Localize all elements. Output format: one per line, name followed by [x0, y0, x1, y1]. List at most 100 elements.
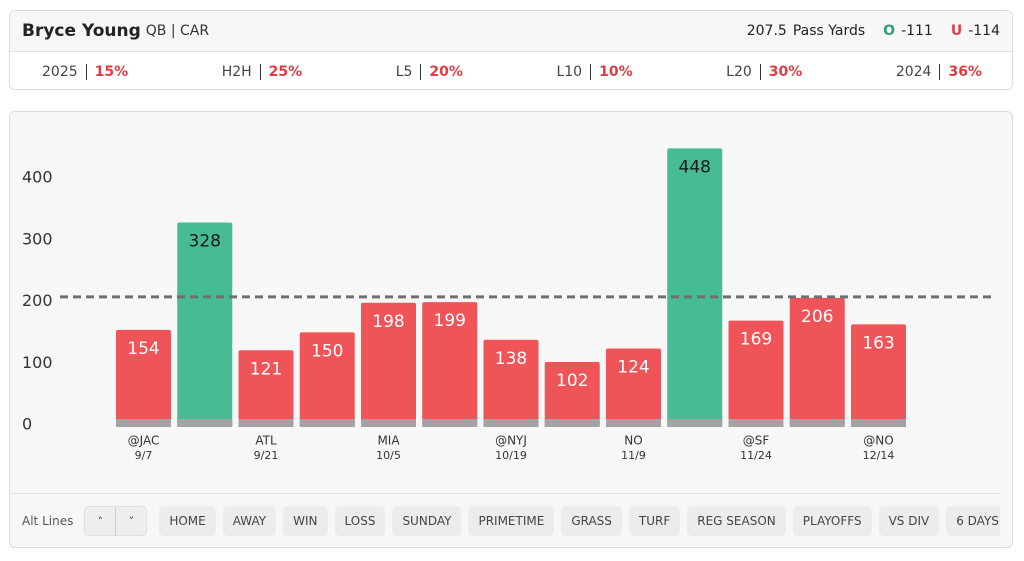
player-position: QB | CAR — [145, 23, 210, 39]
bar — [789, 297, 845, 427]
hit-rate-value: 36% — [948, 63, 982, 80]
x-tick-label: NO — [624, 434, 642, 448]
bar-base — [238, 419, 294, 427]
bar-value-label: 206 — [801, 307, 833, 327]
bar-base — [299, 419, 355, 427]
filter-chip[interactable]: WIN — [283, 506, 328, 536]
bar-base — [728, 419, 784, 427]
bar-value-label: 154 — [127, 339, 159, 359]
filter-chip[interactable]: HOME — [159, 506, 216, 536]
hit-rate-label: L10 — [556, 63, 592, 80]
hit-rate-label: 2025 — [42, 63, 87, 80]
prop-header: Bryce Young QB | CAR 207.5 Pass Yards O … — [9, 10, 1013, 90]
header-row: Bryce Young QB | CAR 207.5 Pass Yards O … — [10, 11, 1012, 52]
under-label: U — [950, 23, 963, 39]
bar — [606, 348, 661, 427]
bar-base — [361, 419, 416, 427]
bar-value-label: 169 — [740, 330, 772, 350]
bar-value-label: 448 — [679, 157, 711, 177]
hit-rate-label: L20 — [726, 63, 761, 80]
bar — [361, 302, 416, 427]
y-tick-label: 100 — [22, 353, 53, 372]
filter-chip[interactable]: PLAYOFFS — [792, 506, 872, 536]
bar — [177, 222, 233, 427]
filter-chip[interactable]: LOSS — [334, 506, 386, 536]
bar-value-label: 163 — [862, 333, 894, 353]
bar — [299, 332, 355, 427]
x-tick-date: 11/24 — [740, 449, 772, 462]
hit-rate-value: 10% — [599, 63, 633, 80]
bar-value-label: 150 — [311, 341, 343, 361]
x-tick-label: ATL — [255, 434, 277, 448]
filter-bar: Alt Lines ˄ ˅ HOME AWAY WIN LOSS SUNDAY PRIMET… — [10, 493, 1000, 548]
hit-rate: 2025 15% — [42, 63, 129, 80]
hit-rate-value: 25% — [268, 63, 303, 80]
bar-value-label: 199 — [434, 311, 466, 331]
bar-base — [667, 419, 723, 427]
y-tick-label: 300 — [22, 229, 53, 248]
hit-rate: L20 30% — [726, 63, 802, 80]
line-down[interactable]: ˅ — [115, 507, 146, 535]
alt-lines-label: Alt Lines — [22, 514, 74, 528]
line-info: 207.5 Pass Yards O -111 U -114 — [747, 23, 1000, 39]
bar-value-label: 102 — [556, 371, 588, 391]
hit-rate-value: 15% — [94, 63, 129, 80]
bar — [728, 320, 784, 427]
x-tick-date: 12/14 — [863, 449, 895, 462]
bar-base — [483, 419, 539, 427]
y-tick-label: 400 — [22, 168, 53, 187]
bar-base — [544, 419, 600, 427]
filter-chip[interactable]: TURF — [628, 506, 681, 536]
bar — [851, 324, 906, 427]
player-name: Bryce Young — [22, 21, 141, 41]
hit-rate-value: 20% — [429, 63, 463, 80]
bar — [544, 362, 600, 427]
bar — [238, 350, 294, 427]
hit-rate: L5 20% — [395, 63, 463, 80]
x-tick-date: 9/21 — [254, 449, 279, 462]
bar — [667, 148, 723, 427]
x-tick-date: 10/19 — [495, 449, 527, 462]
bar-value-label: 121 — [250, 359, 282, 379]
over-label: O — [883, 23, 896, 39]
hit-rate-label: H2H — [221, 63, 261, 80]
bar — [422, 302, 478, 427]
bar-value-label: 138 — [495, 349, 527, 369]
bar-base — [116, 419, 171, 427]
bar — [483, 339, 539, 427]
hit-rate-label: L5 — [395, 63, 422, 80]
hit-rate: L10 10% — [556, 63, 633, 80]
x-tick-label: MIA — [377, 434, 400, 448]
bar-base — [606, 419, 661, 427]
bar-base — [789, 419, 845, 427]
filter-chip[interactable]: AWAY — [222, 506, 277, 536]
bar-value-label: 198 — [372, 312, 404, 332]
filter-chip[interactable]: VS DIV — [878, 506, 940, 536]
over-odds[interactable]: -111 — [901, 23, 933, 39]
bar-base — [422, 419, 478, 427]
filter-chip[interactable]: 6 DAYS REST — [946, 506, 1000, 536]
chart-card — [9, 111, 1013, 548]
filter-chip[interactable]: SUNDAY — [392, 506, 462, 536]
line-value: 207.5 — [746, 23, 787, 39]
bar — [116, 329, 171, 427]
bar-base — [177, 419, 233, 427]
hit-rate: H2H 25% — [221, 63, 303, 80]
alt-line-stepper: ˄ ˅ — [84, 506, 148, 536]
y-tick-label: 200 — [22, 291, 53, 310]
x-tick-label: @NYJ — [495, 434, 527, 448]
x-tick-label: @NO — [863, 434, 893, 448]
x-tick-date: 10/5 — [376, 449, 401, 462]
line-up[interactable]: ˄ — [97, 514, 104, 528]
filter-chip[interactable]: PRIMETIME — [468, 506, 555, 536]
under-odds[interactable]: -114 — [968, 23, 1000, 39]
x-tick-date: 11/9 — [621, 449, 646, 462]
x-tick-label: @SF — [743, 434, 770, 448]
bar-base — [851, 419, 906, 427]
filter-chip[interactable]: REG SEASON — [687, 506, 786, 536]
bar-value-label: 124 — [617, 357, 649, 377]
filter-chip[interactable]: GRASS — [561, 506, 622, 536]
x-tick-label: @JAC — [128, 434, 160, 448]
y-tick-label: 0 — [22, 415, 32, 434]
